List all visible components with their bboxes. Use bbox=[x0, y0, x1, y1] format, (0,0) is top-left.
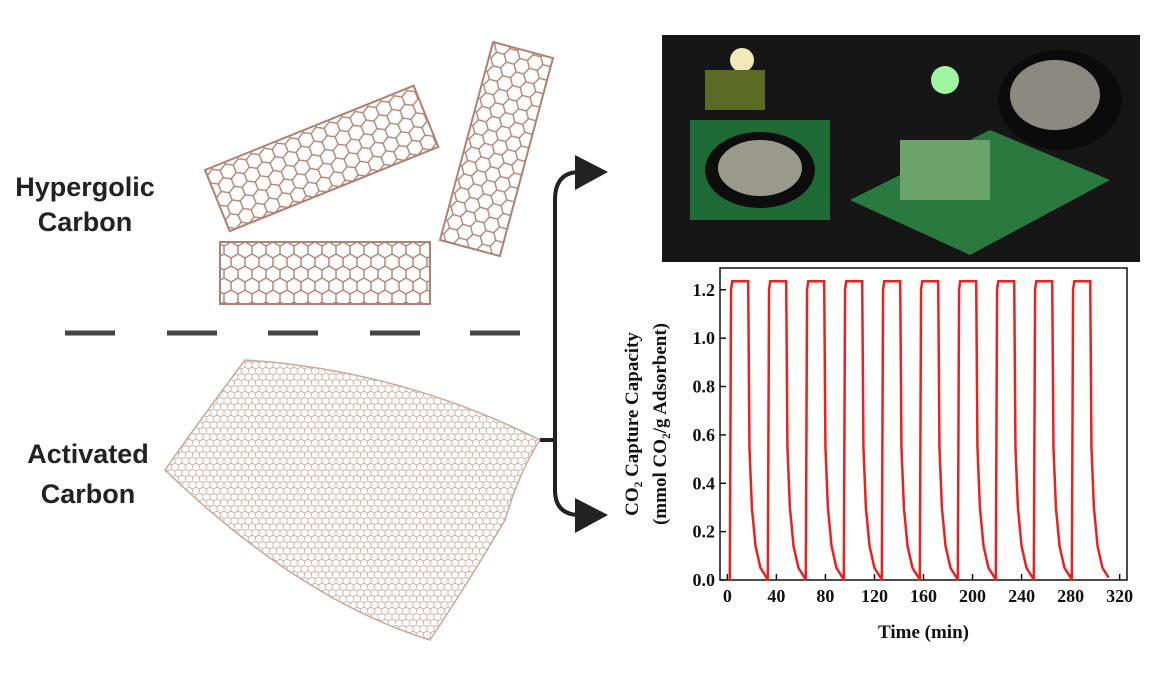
chart: 0.0 0.2 0.4 0.6 0.8 1.0 1.2 0 40 80 120 160 200 240 28… bbox=[622, 267, 1133, 643]
x-tick-label: 240 bbox=[1008, 586, 1035, 606]
nanotubes bbox=[203, 40, 555, 305]
plot-frame bbox=[719, 267, 1128, 581]
x-axis-label: Time (min) bbox=[878, 622, 969, 643]
data-line bbox=[728, 280, 1110, 581]
label: Hypergolic bbox=[15, 172, 155, 202]
x-tick-label: 0 bbox=[723, 586, 732, 606]
label: Carbon bbox=[41, 479, 136, 509]
arrowhead bbox=[575, 155, 608, 533]
y-tick-label: 1.2 bbox=[693, 280, 716, 300]
x-tick-label: 160 bbox=[910, 586, 937, 606]
y-tick-label: 0.8 bbox=[693, 377, 716, 397]
arrows bbox=[540, 170, 581, 517]
x-tick-label: 280 bbox=[1057, 586, 1084, 606]
x-tick-label: 40 bbox=[767, 586, 785, 606]
y-tick-label: 0.4 bbox=[693, 473, 716, 493]
y-tick-label: 0.6 bbox=[693, 425, 716, 445]
y-tick-label: 1.0 bbox=[693, 328, 716, 348]
x-tick-label: 320 bbox=[1106, 586, 1133, 606]
y-axis-label: CO₂ Capture Capacity bbox=[622, 332, 643, 516]
photo bbox=[662, 35, 1140, 262]
x-tick-label: 120 bbox=[861, 586, 888, 606]
label: Activated bbox=[27, 439, 149, 469]
y-axis-label: (mmol CO₂/g Adsorbent) bbox=[650, 323, 671, 525]
label: Carbon bbox=[38, 207, 133, 237]
y-tick-label: 0.0 bbox=[693, 570, 716, 590]
y-tick-label: 0.2 bbox=[693, 522, 716, 542]
x-tick-label: 200 bbox=[959, 586, 986, 606]
graphene-sheet bbox=[164, 359, 542, 641]
x-tick-label: 80 bbox=[816, 586, 834, 606]
